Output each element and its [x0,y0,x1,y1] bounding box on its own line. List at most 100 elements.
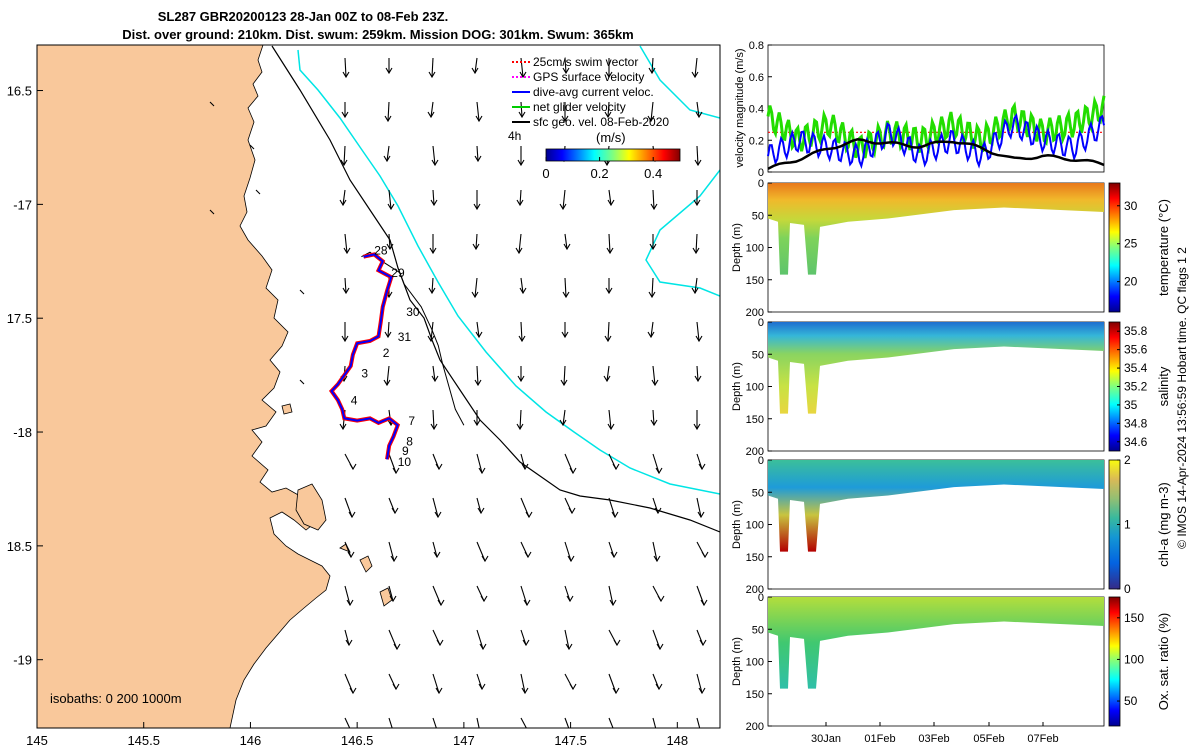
velocity-arrow-shaft [388,453,397,474]
depth-tick-label: 200 [746,446,764,458]
velocity-arrow-head [655,732,661,737]
velocity-arrow-shaft [520,453,526,470]
velocity-arrow-shaft [474,57,478,74]
velocity-arrow-shaft [209,209,215,215]
velocity-arrow-shaft [520,277,524,294]
velocity-arrow-head [695,111,703,119]
velocity-arrow-head [515,247,523,255]
velocity-arrow-shaft [607,101,610,118]
velocity-arrow-head [651,379,659,387]
velocity-arrow-head [653,555,661,563]
velocity-arrow-shaft [474,277,478,298]
velocity-arrow-head [393,643,401,651]
velocity-arrow-shaft [430,321,434,342]
velocity-arrow-head [471,291,479,299]
day-label: 30 [406,305,420,319]
depth-tick-label: 200 [746,307,764,319]
profile-colorbar [1108,182,1121,313]
velocity-arrow-head [693,423,701,431]
velocity-panel: 0 0.2 0.4 0.6 0.8 velocity magnitude (m/s) [734,40,1106,179]
velocity-arrow-shaft [652,629,661,650]
velocity-arrow-head [606,247,614,255]
velocity-arrow-head [700,599,708,607]
dive-avg-current-line [767,112,1105,170]
time-axis-ticks: 30Jan 01Feb 03Feb 05Feb 07Feb [811,722,1059,745]
legend-label: dive-avg current veloc. [533,85,654,99]
colorbar-tick-label: 25 [1124,237,1138,251]
velocity-arrow-head [342,71,350,79]
velocity-arrow-head [701,551,709,559]
profile-data-field [768,183,1104,275]
velocity-arrow-shaft [564,541,572,562]
velocity-arrow-shaft [607,321,610,342]
profile-data-field [768,460,1104,552]
day-label: 29 [391,266,405,280]
velocity-arrow-head [516,423,524,431]
map-x-tick-label: 145 [26,733,48,748]
map-y-tick-label: 18.5 [7,539,32,554]
velocity-arrow-shaft [432,717,437,728]
velocity-arrow-shaft [563,365,566,386]
profile-ylabel: Depth (m) [731,223,743,272]
velocity-arrow-head [647,115,655,123]
velocity-arrow-shaft [343,145,346,166]
velocity-arrow-head [612,687,620,695]
velocity-arrow-head [430,199,438,207]
velocity-arrow-shaft [388,541,395,562]
velocity-arrow-head [609,599,617,607]
velocity-arrow-head [603,159,611,167]
velocity-arrow-head [475,115,483,123]
day-label: 3 [361,366,368,380]
velocity-arrow-shaft [344,585,351,606]
velocity-arrow-shaft [518,233,522,254]
profile-data-field [768,597,1104,689]
day-label: 2 [383,346,390,360]
velocity-arrow-shaft [476,145,479,162]
velocity-arrow-head [604,111,612,119]
isobath-1000-offshore [639,45,720,119]
footer-credit: © IMOS 14-Apr-2024 13:56:59 Hobart time.… [1175,247,1189,549]
depth-tick-label: 0 [758,317,764,329]
velocity-arrow-shaft [387,321,390,338]
velocity-arrow-shaft [344,497,353,518]
velocity-arrow-shaft [608,189,612,206]
velocity-arrow-shaft [249,144,255,150]
velocity-arrow-head [434,511,442,519]
colorbar-tick-label: 34.6 [1124,435,1148,449]
depth-tick-label: 0 [758,455,764,467]
velocity-arrow-shaft [694,277,698,294]
velocity-arrow-head [569,467,577,475]
velocity-arrow-head [657,595,665,603]
colorbar-tick-label: 20 [1124,275,1138,289]
map-colorbar [545,148,681,162]
velocity-arrow-head [695,335,703,343]
colorbar-tick-label: 34.8 [1124,416,1148,430]
velocity-arrow-shaft [519,409,522,430]
velocity-arrow-shaft [255,189,261,195]
velocity-arrow-head [435,687,443,695]
map-x-ticks: 145 145.5 146 146.5 147 147.5 148 [26,722,688,748]
velocity-arrow-head [346,599,354,607]
velocity-arrow-head [519,287,527,295]
colorbar-tick-label: 2 [1124,453,1131,467]
depth-tick-label: 100 [746,520,764,532]
velocity-arrow-shaft [344,277,347,294]
velocity-arrow-shaft [696,497,702,518]
velocity-arrow-head [697,511,705,519]
map-x-tick-label: 147 [453,733,475,748]
velocity-arrow-shaft [299,379,305,385]
velocity-arrow-head [563,243,571,251]
velocity-arrow-shaft [652,497,659,514]
velocity-arrow-shaft [388,189,392,210]
velocity-arrow-shaft [344,629,350,646]
depth-tick-label: 150 [746,689,764,701]
velocity-arrow-shaft [562,189,566,210]
velocity-arrow-shaft [344,717,351,728]
island-hinchinbrook [295,483,327,531]
velocity-arrow-head [473,419,481,427]
velocity-frame [767,44,1105,173]
depth-tick-label: 100 [746,382,764,394]
velocity-arrow-head [347,551,355,559]
profile-ylabel: Depth (m) [731,362,743,411]
